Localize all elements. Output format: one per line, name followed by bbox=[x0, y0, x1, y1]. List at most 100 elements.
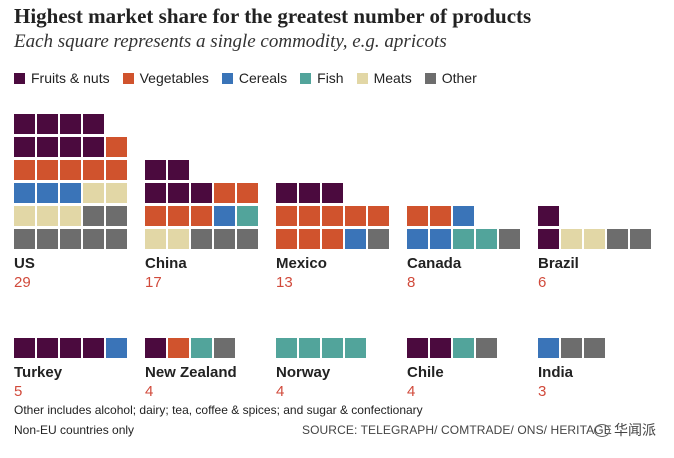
legend-label: Vegetables bbox=[139, 70, 209, 86]
commodity-square-chile bbox=[407, 338, 428, 358]
country-count-china: 17 bbox=[145, 274, 162, 291]
legend-item-vegetables: Vegetables bbox=[122, 70, 209, 86]
commodity-square-china bbox=[168, 229, 189, 249]
commodity-square-mexico bbox=[345, 229, 366, 249]
commodity-square-mexico bbox=[345, 206, 366, 226]
commodity-square-us bbox=[37, 160, 58, 180]
commodity-square-canada bbox=[430, 229, 451, 249]
commodity-square-us bbox=[14, 183, 35, 203]
country-label-india: India bbox=[538, 364, 574, 381]
commodity-square-us bbox=[60, 229, 81, 249]
commodity-square-us bbox=[60, 206, 81, 226]
commodity-square-us bbox=[14, 137, 35, 157]
country-count-india: 3 bbox=[538, 383, 547, 400]
commodity-square-brazil bbox=[584, 229, 605, 249]
commodity-square-new-zealand bbox=[145, 338, 166, 358]
legend-item-fruits-nuts: Fruits & nuts bbox=[14, 70, 110, 86]
watermark-text: 华闻派 bbox=[614, 422, 656, 438]
commodity-square-brazil bbox=[561, 229, 582, 249]
country-label-us: US bbox=[14, 255, 35, 272]
commodity-square-turkey bbox=[83, 338, 104, 358]
legend-swatch bbox=[122, 72, 134, 84]
legend-label: Fruits & nuts bbox=[31, 70, 110, 86]
commodity-square-norway bbox=[322, 338, 343, 358]
commodity-square-us bbox=[83, 137, 104, 157]
commodity-square-us bbox=[60, 160, 81, 180]
commodity-square-china bbox=[191, 229, 212, 249]
commodity-square-mexico bbox=[276, 206, 297, 226]
commodity-square-us bbox=[14, 206, 35, 226]
commodity-square-china bbox=[191, 206, 212, 226]
commodity-square-us bbox=[106, 229, 127, 249]
legend-swatch bbox=[221, 72, 233, 84]
commodity-square-us bbox=[14, 114, 35, 134]
legend-swatch bbox=[356, 72, 368, 84]
commodity-square-us bbox=[83, 160, 104, 180]
commodity-square-mexico bbox=[276, 183, 297, 203]
commodity-square-us bbox=[83, 206, 104, 226]
commodity-square-china bbox=[168, 206, 189, 226]
commodity-square-india bbox=[584, 338, 605, 358]
commodity-square-china bbox=[145, 160, 166, 180]
commodity-square-canada bbox=[430, 206, 451, 226]
commodity-square-mexico bbox=[322, 206, 343, 226]
commodity-square-china bbox=[191, 183, 212, 203]
commodity-square-china bbox=[214, 183, 235, 203]
commodity-square-mexico bbox=[322, 183, 343, 203]
commodity-square-us bbox=[106, 183, 127, 203]
commodity-square-us bbox=[37, 137, 58, 157]
commodity-square-us bbox=[83, 183, 104, 203]
commodity-square-chile bbox=[476, 338, 497, 358]
footnote-non-eu: Non-EU countries only bbox=[14, 423, 135, 437]
country-count-canada: 8 bbox=[407, 274, 416, 291]
commodity-square-us bbox=[106, 160, 127, 180]
commodity-square-us bbox=[37, 114, 58, 134]
legend-item-other: Other bbox=[424, 70, 477, 86]
country-count-turkey: 5 bbox=[14, 383, 23, 400]
commodity-square-us bbox=[14, 160, 35, 180]
country-count-us: 29 bbox=[14, 274, 31, 291]
legend-swatch bbox=[14, 72, 25, 84]
country-count-mexico: 13 bbox=[276, 274, 293, 291]
commodity-square-new-zealand bbox=[191, 338, 212, 358]
legend-label: Other bbox=[441, 70, 477, 86]
commodity-square-us bbox=[37, 229, 58, 249]
commodity-square-china bbox=[214, 229, 235, 249]
commodity-square-us bbox=[83, 114, 104, 134]
legend-swatch bbox=[300, 72, 312, 84]
commodity-square-norway bbox=[299, 338, 320, 358]
commodity-square-china bbox=[145, 183, 166, 203]
commodity-square-us bbox=[83, 229, 104, 249]
commodity-square-canada bbox=[407, 206, 428, 226]
legend-label: Cereals bbox=[238, 70, 288, 86]
commodity-square-turkey bbox=[37, 338, 58, 358]
commodity-square-canada bbox=[453, 206, 474, 226]
country-label-chile: Chile bbox=[407, 364, 444, 381]
legend-swatch bbox=[424, 72, 436, 84]
legend-item-cereals: Cereals bbox=[221, 70, 288, 86]
legend-label: Meats bbox=[373, 70, 412, 86]
commodity-square-mexico bbox=[299, 206, 320, 226]
commodity-square-mexico bbox=[299, 183, 320, 203]
commodity-square-turkey bbox=[106, 338, 127, 358]
commodity-square-china bbox=[168, 160, 189, 180]
commodity-square-us bbox=[60, 183, 81, 203]
watermark: 华闻派 bbox=[594, 420, 656, 440]
commodity-square-mexico bbox=[368, 229, 389, 249]
country-count-chile: 4 bbox=[407, 383, 416, 400]
commodity-square-mexico bbox=[299, 229, 320, 249]
commodity-square-us bbox=[106, 137, 127, 157]
commodity-square-brazil bbox=[538, 206, 559, 226]
commodity-square-new-zealand bbox=[168, 338, 189, 358]
commodity-square-mexico bbox=[368, 206, 389, 226]
commodity-square-china bbox=[237, 229, 258, 249]
country-label-new-zealand: New Zealand bbox=[145, 364, 237, 381]
commodity-square-india bbox=[561, 338, 582, 358]
commodity-square-canada bbox=[453, 229, 474, 249]
country-label-mexico: Mexico bbox=[276, 255, 327, 272]
commodity-square-brazil bbox=[607, 229, 628, 249]
chart-subtitle: Each square represents a single commodit… bbox=[14, 31, 447, 52]
commodity-square-norway bbox=[345, 338, 366, 358]
commodity-square-new-zealand bbox=[214, 338, 235, 358]
commodity-square-china bbox=[168, 183, 189, 203]
